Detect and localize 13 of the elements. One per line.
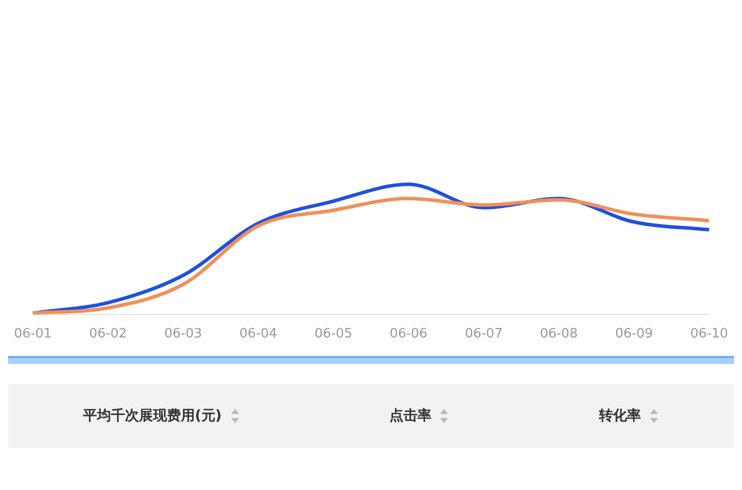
- x-tick-label: 06-05: [314, 326, 352, 342]
- x-tick-label: 06-02: [89, 326, 127, 342]
- x-tick-label: 06-01: [14, 326, 52, 342]
- x-tick-label: 06-10: [690, 326, 728, 342]
- x-tick-label: 06-06: [390, 326, 428, 342]
- text: 平均千次展现费用(元): [82, 407, 222, 425]
- x-tick-label: 06-07: [464, 326, 503, 342]
- text: 点击率: [389, 407, 432, 425]
- x-tick-label: 06-03: [164, 326, 202, 342]
- x-tick-label: 06-08: [540, 326, 578, 342]
- x-tick-label: 06-09: [615, 326, 653, 342]
- x-tick-label: 06-04: [239, 326, 278, 342]
- text: 转化率: [599, 407, 642, 425]
